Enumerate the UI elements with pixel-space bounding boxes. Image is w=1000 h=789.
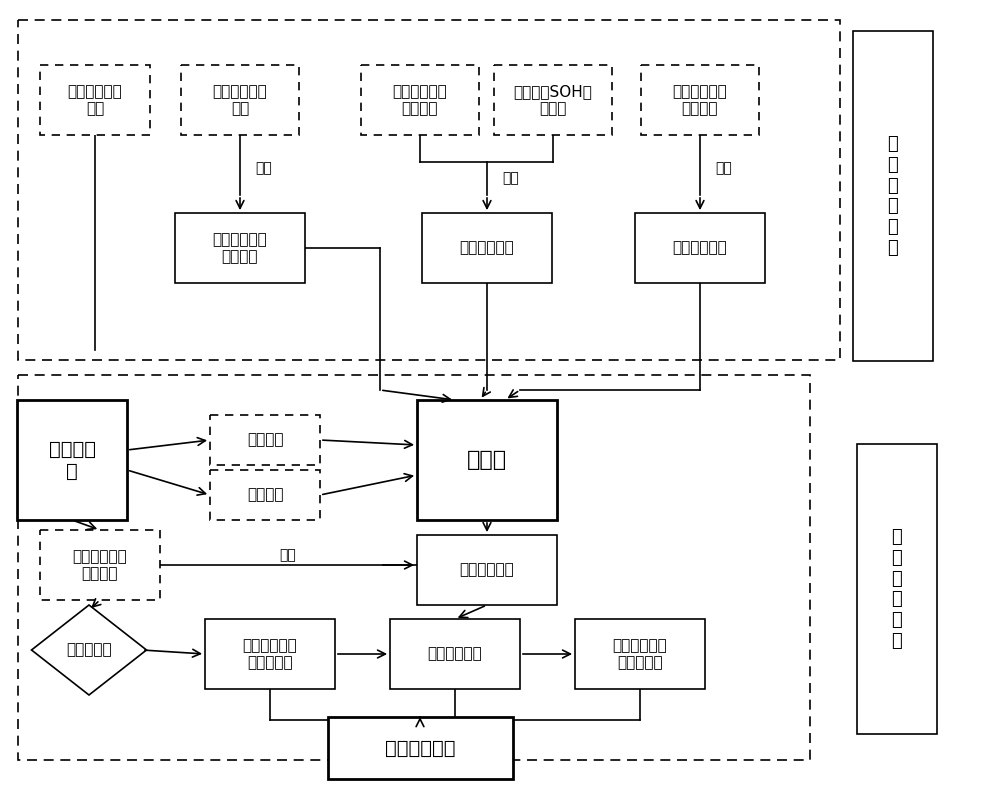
Text: 多因素判断: 多因素判断 bbox=[66, 642, 112, 657]
Text: 代入: 代入 bbox=[280, 548, 296, 562]
FancyBboxPatch shape bbox=[181, 65, 299, 135]
FancyBboxPatch shape bbox=[641, 65, 759, 135]
FancyBboxPatch shape bbox=[390, 619, 520, 689]
FancyBboxPatch shape bbox=[857, 444, 937, 734]
Text: 电
池
评
估
阶
段: 电 池 评 估 阶 段 bbox=[892, 528, 902, 650]
Text: 数据库: 数据库 bbox=[467, 450, 507, 470]
Text: 温度修正算法: 温度修正算法 bbox=[673, 241, 727, 256]
Text: 电池健康状态
分级算法: 电池健康状态 分级算法 bbox=[213, 232, 267, 264]
FancyBboxPatch shape bbox=[210, 470, 320, 520]
Text: 电芯不同温度
测试数据: 电芯不同温度 测试数据 bbox=[673, 84, 727, 116]
Text: 电池正常运行
数据: 电池正常运行 数据 bbox=[213, 84, 267, 116]
Text: 待评估电
池: 待评估电 池 bbox=[48, 439, 96, 481]
Text: 建立: 建立 bbox=[502, 171, 519, 185]
FancyBboxPatch shape bbox=[328, 717, 512, 779]
FancyBboxPatch shape bbox=[494, 65, 612, 135]
Text: 影响性能的电
池分支编号: 影响性能的电 池分支编号 bbox=[243, 638, 297, 670]
Text: 建立: 建立 bbox=[255, 161, 272, 175]
Polygon shape bbox=[32, 605, 146, 695]
Text: 电池整体性能: 电池整体性能 bbox=[385, 739, 455, 757]
FancyBboxPatch shape bbox=[575, 619, 705, 689]
FancyBboxPatch shape bbox=[40, 530, 160, 600]
FancyBboxPatch shape bbox=[18, 375, 810, 760]
Text: 分
析
建
模
阶
段: 分 析 建 模 阶 段 bbox=[888, 135, 898, 257]
Text: 动力电池后市
场应用分析: 动力电池后市 场应用分析 bbox=[613, 638, 667, 670]
FancyBboxPatch shape bbox=[40, 65, 150, 135]
Text: 建立: 建立 bbox=[715, 161, 732, 175]
FancyBboxPatch shape bbox=[210, 415, 320, 465]
Text: 特征参量: 特征参量 bbox=[247, 488, 283, 503]
FancyBboxPatch shape bbox=[205, 619, 335, 689]
FancyBboxPatch shape bbox=[175, 213, 305, 283]
FancyBboxPatch shape bbox=[18, 20, 840, 360]
FancyBboxPatch shape bbox=[417, 400, 557, 520]
FancyBboxPatch shape bbox=[635, 213, 765, 283]
Text: 各串电池部分
测试数据: 各串电池部分 测试数据 bbox=[73, 549, 127, 581]
Text: 确定评估模型: 确定评估模型 bbox=[460, 563, 514, 578]
Text: 评估基准模型: 评估基准模型 bbox=[460, 241, 514, 256]
FancyBboxPatch shape bbox=[361, 65, 479, 135]
Text: 基本信息: 基本信息 bbox=[247, 432, 283, 447]
FancyBboxPatch shape bbox=[422, 213, 552, 283]
FancyBboxPatch shape bbox=[17, 400, 127, 520]
Text: 各串电池性能: 各串电池性能 bbox=[428, 646, 482, 661]
FancyBboxPatch shape bbox=[853, 31, 933, 361]
Text: 电芯不同SOH测
试数据: 电芯不同SOH测 试数据 bbox=[514, 84, 592, 116]
FancyBboxPatch shape bbox=[417, 535, 557, 605]
Text: 动力电池基本
信息: 动力电池基本 信息 bbox=[68, 84, 122, 116]
Text: 电芯不同倍率
测试数据: 电芯不同倍率 测试数据 bbox=[393, 84, 447, 116]
